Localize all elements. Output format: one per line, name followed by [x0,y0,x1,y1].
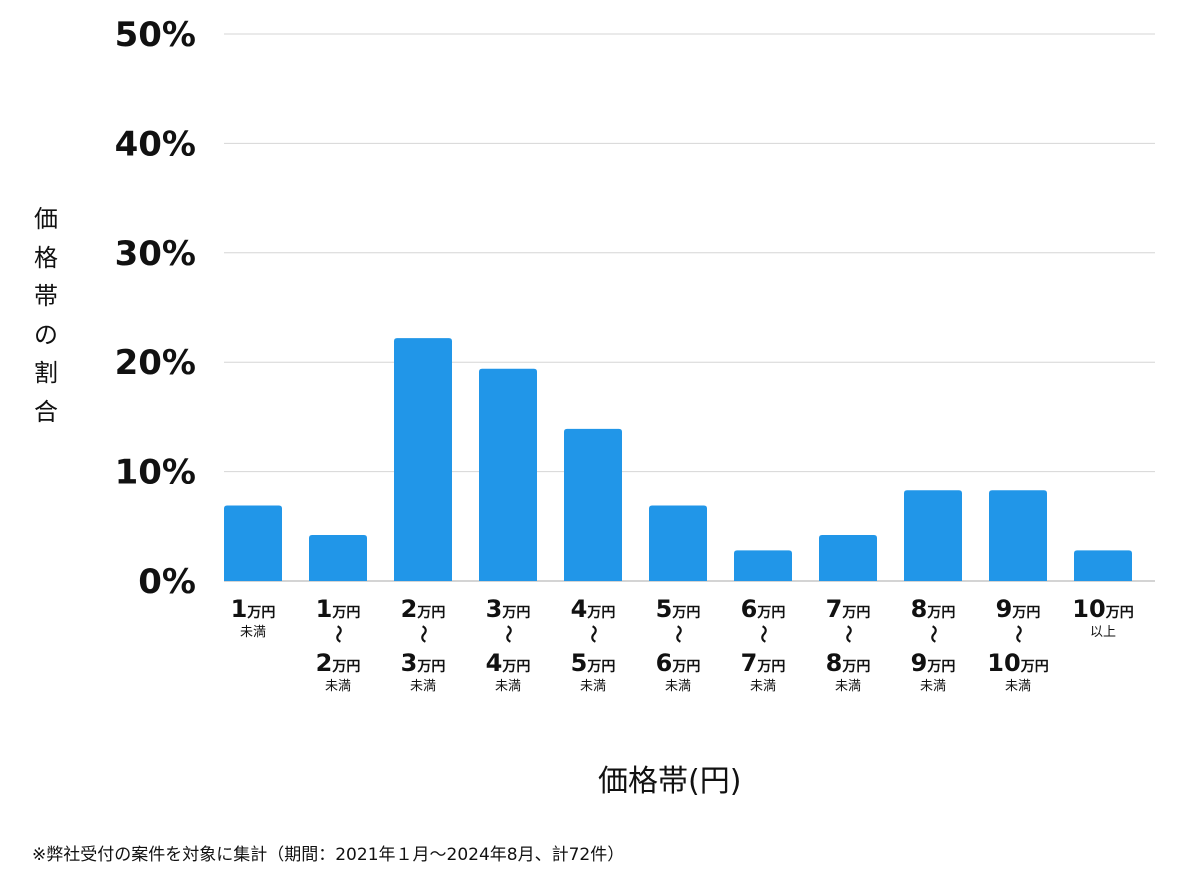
x-tick-label-amount: 8万円 [911,595,956,623]
bar [734,550,792,581]
y-tick-label: 0% [138,562,196,602]
x-tick-note: 未満 [750,679,776,694]
x-tick-label-amount: 6万円 [656,649,701,677]
x-tick-note: 未満 [920,679,946,694]
x-tick-note: 未満 [325,679,351,694]
x-tick-label-amount: 6万円 [741,595,786,623]
x-tick-note: 未満 [580,679,606,694]
y-axis-title-char: 格 [34,243,58,272]
y-axis-title-char: 合 [34,397,58,426]
y-axis-title-char: 帯 [34,282,58,310]
bar [564,428,622,581]
y-axis-title-char: 価 [34,205,58,233]
x-tick-label-amount: 1万円 [231,595,276,623]
x-tick-note: 未満 [1005,679,1031,694]
x-tick-label-amount: 9万円 [911,649,956,677]
bar [1074,550,1132,581]
bar [309,535,367,581]
x-axis-title: 価格帯(円) [598,764,742,799]
y-tick-label: 30% [115,234,196,274]
bar [394,338,452,581]
footnote: ※弊社受付の案件を対象に集計（期間：2021年１月〜2024年8月、計72件） [32,845,625,865]
bar [224,505,282,581]
bar [904,490,962,581]
x-tick-note: 未満 [835,679,861,694]
x-tick-label-amount: 5万円 [571,649,616,677]
y-tick-label: 10% [115,453,196,493]
x-tick-label-amount: 4万円 [486,649,531,677]
range-mark: 〜 [752,625,773,643]
x-tick-label-amount: 4万円 [571,595,616,623]
range-mark: 〜 [837,625,858,643]
x-tick-label-amount: 7万円 [826,595,871,623]
x-tick-label-amount: 7万円 [741,649,786,677]
range-mark: 〜 [497,625,518,643]
range-mark: 〜 [667,625,688,643]
y-tick-label: 50% [115,15,196,55]
x-tick-label-amount: 1万円 [316,595,361,623]
x-tick-label-amount: 3万円 [401,649,446,677]
x-tick-label-amount: 2万円 [401,595,446,623]
x-tick-note: 以上 [1090,625,1116,640]
y-axis-title: 価格帯の割合 [30,200,62,431]
range-mark: 〜 [327,625,348,643]
x-tick-note: 未満 [665,679,691,694]
bar [819,535,877,581]
x-tick-note: 未満 [410,679,436,694]
y-axis-title-char: 割 [34,359,58,387]
x-tick-label-amount: 9万円 [996,595,1041,623]
x-tick-label-amount: 8万円 [826,649,871,677]
x-tick-label-amount: 3万円 [486,595,531,623]
x-tick-label-amount: 5万円 [656,595,701,623]
range-mark: 〜 [922,625,943,643]
range-mark: 〜 [1007,625,1028,643]
y-tick-label: 40% [115,124,196,164]
bar [479,368,537,581]
x-tick-label-amount: 10万円 [1072,595,1133,623]
range-mark: 〜 [582,625,603,643]
range-mark: 〜 [412,625,433,643]
x-tick-note: 未満 [495,679,521,694]
x-tick-note: 未満 [240,625,266,640]
y-axis-title-char: の [34,320,58,349]
x-tick-label-amount: 2万円 [316,649,361,677]
y-tick-label: 20% [115,343,196,383]
bar [989,490,1047,581]
bar [649,505,707,581]
x-tick-label-amount: 10万円 [987,649,1048,677]
